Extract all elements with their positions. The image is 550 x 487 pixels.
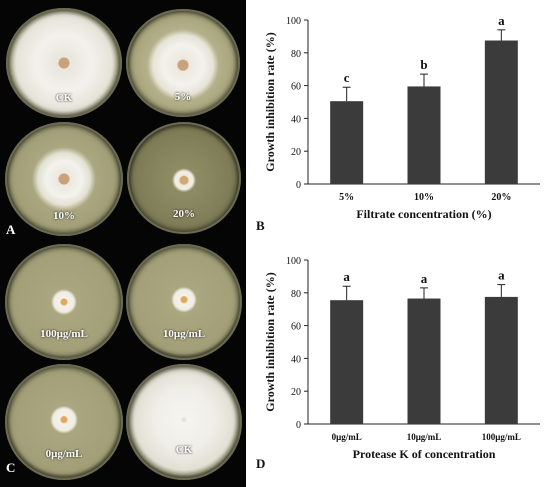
x-axis-label: Filtrate concentration (%) xyxy=(356,207,491,221)
petri-dish-10ug: 10μg/mL xyxy=(126,244,242,360)
bar-chart-protease-k-concentration: 0 20 40 60 80 100 a 0μg/mL a 10μg/mL a 100μg/mL Prot… xyxy=(263,256,540,461)
petri-dish-photo-panel: CK 5% 10% 20% A 100μg/mL 10μg/mL 0μg/mL … xyxy=(0,0,246,487)
petri-dish-100ug: 100μg/mL xyxy=(5,244,123,360)
significance-letter: c xyxy=(344,70,350,85)
petri-dish-20pct: 20% xyxy=(127,122,241,234)
petri-dish-ck-a: CK xyxy=(6,8,122,118)
y-tick-label: 60 xyxy=(291,82,301,93)
y-tick-label: 20 xyxy=(291,387,301,398)
bar xyxy=(484,296,518,424)
y-tick-label: 0 xyxy=(296,420,301,431)
dish-label: CK xyxy=(175,444,193,456)
significance-letter: a xyxy=(498,13,505,28)
dish-label: 10μg/mL xyxy=(162,328,206,340)
significance-letter: b xyxy=(420,57,427,72)
y-tick-label: 100 xyxy=(286,256,301,267)
bar xyxy=(407,86,441,184)
panel-letter-c: C xyxy=(6,460,16,475)
petri-dish-ck-c: CK xyxy=(126,364,242,480)
bar xyxy=(407,298,441,424)
petri-dish-5pct: 5% xyxy=(126,9,240,117)
y-axis-label: Growth inhibition rate (%) xyxy=(263,32,277,171)
dish-label: 5% xyxy=(174,91,192,103)
y-tick-label: 0 xyxy=(296,180,301,191)
petri-dish-0ug: 0μg/mL xyxy=(5,364,123,480)
petri-dish-10pct: 10% xyxy=(5,122,123,236)
x-tick-label: 0μg/mL xyxy=(332,432,362,442)
y-axis-label: Growth inhibition rate (%) xyxy=(263,272,277,411)
significance-letter: a xyxy=(343,269,350,284)
bar xyxy=(330,101,364,184)
x-tick-label: 20% xyxy=(491,192,511,203)
y-tick-label: 100 xyxy=(286,16,301,27)
significance-letter: a xyxy=(498,268,505,283)
dish-label: 20% xyxy=(173,208,195,220)
dish-label: CK xyxy=(55,92,73,104)
panel-letter-d: D xyxy=(256,456,266,471)
x-axis-label: Protease K of concentration xyxy=(353,447,496,461)
y-tick-label: 40 xyxy=(291,354,301,365)
y-tick-label: 20 xyxy=(291,147,301,158)
y-tick-label: 60 xyxy=(291,322,301,333)
y-tick-label: 80 xyxy=(291,289,301,300)
significance-letter: a xyxy=(421,271,428,286)
y-tick-label: 80 xyxy=(291,49,301,60)
bar xyxy=(484,40,518,184)
dish-label: 10% xyxy=(53,210,75,222)
x-tick-label: 100μg/mL xyxy=(482,432,521,442)
y-tick-label: 40 xyxy=(291,114,301,125)
bar xyxy=(330,300,364,424)
x-tick-label: 10% xyxy=(414,192,434,203)
dish-label: 0μg/mL xyxy=(45,448,83,460)
bar-chart-filtrate-concentration: 0 20 40 60 80 100 c 5% b 10% a 20%Filtrate concentr… xyxy=(263,13,540,221)
panel-letter-b: B xyxy=(256,218,265,233)
x-tick-label: 10μg/mL xyxy=(407,432,442,442)
dish-label: 100μg/mL xyxy=(40,328,88,340)
panel-letter-a: A xyxy=(6,222,16,237)
x-tick-label: 5% xyxy=(339,192,354,203)
